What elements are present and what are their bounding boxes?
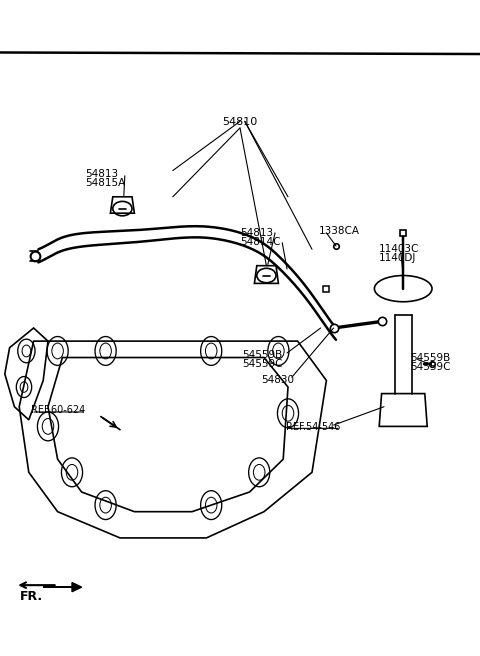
- Text: REF.60-624: REF.60-624: [31, 405, 85, 415]
- Polygon shape: [43, 583, 82, 592]
- Text: 1338CA: 1338CA: [319, 226, 360, 236]
- Text: 54814C: 54814C: [240, 237, 280, 247]
- Text: 1140DJ: 1140DJ: [379, 253, 417, 263]
- Text: 54559C: 54559C: [242, 359, 283, 369]
- Text: 54559B: 54559B: [242, 350, 283, 359]
- Text: 54559C: 54559C: [410, 362, 451, 372]
- Text: REF.54-546: REF.54-546: [286, 422, 340, 432]
- Text: 54559B: 54559B: [410, 353, 451, 363]
- Text: 54830: 54830: [262, 375, 295, 385]
- Text: 54810: 54810: [222, 117, 258, 127]
- Text: 11403C: 11403C: [379, 244, 420, 254]
- Text: 54813: 54813: [240, 228, 273, 238]
- Text: FR.: FR.: [20, 590, 43, 604]
- Text: 54813: 54813: [85, 169, 119, 179]
- Text: 54815A: 54815A: [85, 178, 126, 188]
